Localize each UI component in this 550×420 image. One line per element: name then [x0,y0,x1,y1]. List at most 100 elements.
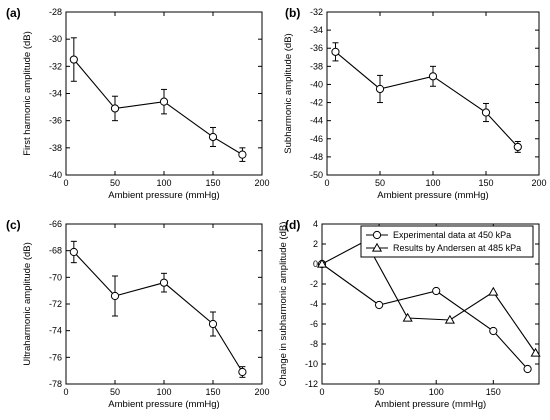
x-tick-label: 50 [110,178,120,188]
x-tick-label: 200 [254,178,269,188]
y-tick-label: -72 [49,299,62,309]
y-tick-label: -74 [49,326,62,336]
y-tick-label: -12 [305,379,318,389]
circle-point [69,247,78,257]
x-axis-label: Ambient pressure (mmHg) [377,190,488,201]
circle-point [110,291,120,301]
triangle-point [316,258,328,268]
circle-point [489,326,498,336]
y-tick-label: -38 [49,143,62,153]
y-tick-label: 2 [313,239,318,249]
circle-point [159,278,169,287]
legend-marker [371,242,383,252]
y-tick-label: -32 [310,7,323,17]
circle-point [238,150,247,159]
x-tick-label: 100 [425,178,440,188]
axes-box [65,223,263,385]
legend-marker [372,230,382,240]
y-tick-label: -32 [49,61,62,71]
x-tick-label: 0 [63,387,68,397]
circle-point [208,132,218,142]
y-tick-label: -8 [310,339,318,349]
y-axis-label: Subharmonic amplitude (dB) [283,33,294,153]
y-tick-label: -2 [310,279,318,289]
triangle-point [488,286,499,296]
series-line [321,263,528,370]
y-tick-label: -44 [310,116,323,126]
triangle-point [402,312,413,322]
x-tick-label: 100 [156,178,171,188]
circle-point [375,300,384,310]
y-tick-label: -36 [49,116,62,126]
y-tick-label: -50 [310,170,323,180]
y-tick-label: -70 [49,272,62,282]
x-tick-label: 100 [156,387,171,397]
x-tick-label: 200 [531,178,546,188]
y-axis-label: First harmonic amplitude (dB) [22,31,33,156]
y-tick-label: -28 [49,7,62,17]
y-tick-label: -36 [310,43,323,53]
x-tick-label: 50 [374,387,384,397]
y-tick-label: -34 [310,25,323,35]
panel-label: (a) [6,6,21,20]
y-tick-label: -34 [49,89,62,99]
y-tick-label: -4 [310,299,318,309]
x-axis-label: Ambient pressure (mmHg) [108,399,219,410]
circle-point [513,142,522,152]
x-tick-label: 150 [205,387,220,397]
circle-point [159,97,169,106]
circle-point [69,55,78,64]
panel-d: 0 50 100 150 -12 -10 -8 -6 -4 -2 0 2 4 Ambient pressu… [278,218,541,410]
x-tick-label: 150 [486,387,501,397]
y-tick-label: -78 [49,379,62,389]
circle-point [523,364,532,374]
legend-box [360,225,534,258]
y-tick-label: -48 [310,152,323,162]
series-line [321,240,537,354]
series-line [73,59,243,156]
panel-label: (d) [285,218,300,232]
y-tick-label: -38 [310,61,323,71]
y-tick-label: -42 [310,98,323,108]
y-tick-label: -76 [49,352,62,362]
circle-point [331,47,340,56]
y-tick-label: -40 [49,170,62,180]
circle-point [238,367,247,377]
x-tick-label: 200 [254,387,269,397]
triangle-point [530,347,541,357]
panel-label: (c) [6,218,21,232]
legend-label: Results by Andersen at 485 kPa [393,243,521,253]
circle-point [481,108,491,117]
panel-b: 0 50 100 150 200 -50 -48 -46 -44 -42 -40 -38 -36 -34 -… [283,6,547,201]
x-tick-label: 0 [319,387,324,397]
x-tick-label: 0 [324,178,329,188]
y-tick-label: -66 [49,219,62,229]
y-tick-label: -68 [49,246,62,256]
y-tick-label: -46 [310,134,323,144]
x-tick-label: 150 [478,178,493,188]
legend-label: Experimental data at 450 kPa [393,230,511,240]
x-tick-label: 50 [375,178,385,188]
x-axis-label: Ambient pressure (mmHg) [375,399,486,410]
x-axis-label: Ambient pressure (mmHg) [108,190,219,201]
circle-point [208,319,218,329]
circle-point [432,286,441,296]
circle-point [375,84,385,94]
y-tick-label: -10 [305,359,318,369]
y-tick-label: -6 [310,319,318,329]
panel-a: 0 50 100 150 200 -40 -38 -36 -34 -32 -30 -28 Ambient… [6,6,270,201]
x-tick-label: 0 [63,178,68,188]
y-tick-label: 4 [313,219,318,229]
y-tick-label: -30 [49,34,62,44]
y-tick-label: -40 [310,79,323,89]
x-tick-label: 150 [205,178,220,188]
x-tick-label: 50 [110,387,120,397]
x-tick-label: 100 [429,387,444,397]
panel-label: (b) [285,6,300,20]
y-axis-label: Change in subharmonic amplitude (dB) [278,222,289,387]
circle-point [428,72,438,81]
series-line [73,251,243,373]
triangle-point [444,314,455,324]
series-line [335,51,519,148]
